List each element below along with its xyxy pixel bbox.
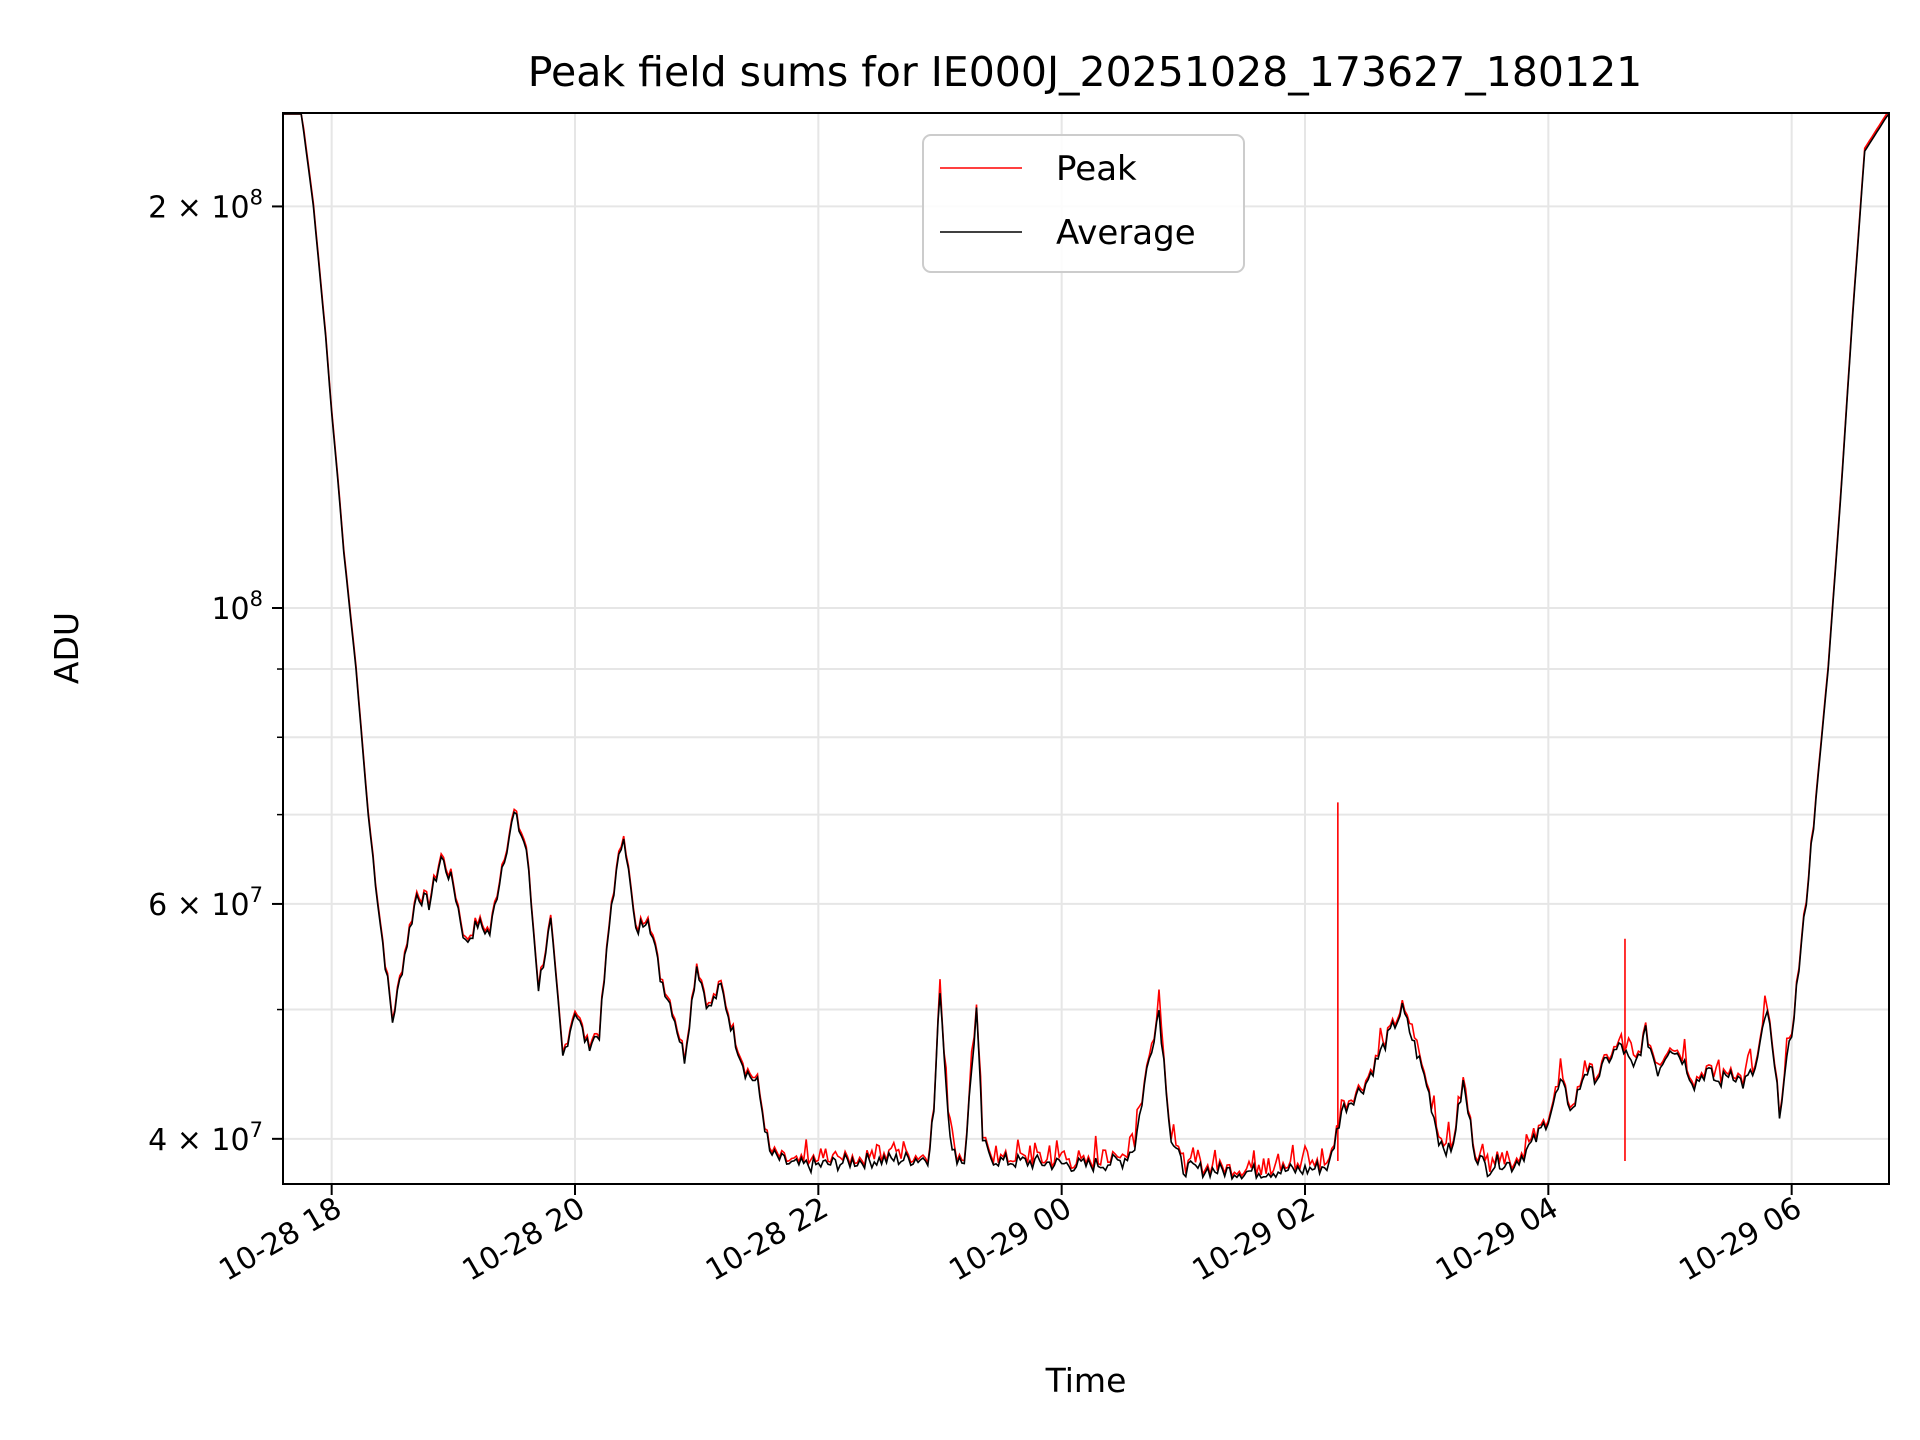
legend-average-label: Average — [1056, 213, 1196, 253]
chart-title: Peak field sums for IE000J_20251028_1736… — [528, 48, 1643, 96]
legend-peak-label: Peak — [1056, 149, 1137, 189]
plot-series — [283, 113, 1890, 1181]
series-average-line — [283, 113, 1890, 1181]
x-axis-label: Time — [1045, 1361, 1127, 1400]
y-tick-label: 2 × 108 — [148, 185, 263, 225]
y-tick-label: 4 × 107 — [148, 1118, 263, 1158]
legend-box — [922, 134, 1245, 273]
y-axis-label: ADU — [47, 612, 86, 684]
plot-frame — [282, 112, 1890, 1185]
legend: Peak Average — [922, 134, 1245, 273]
y-axis: 4 × 107 6 × 107 108 2 × 108 — [148, 185, 283, 1158]
y-tick-label: 6 × 107 — [148, 883, 263, 923]
y-tick-label: 108 — [211, 587, 263, 627]
